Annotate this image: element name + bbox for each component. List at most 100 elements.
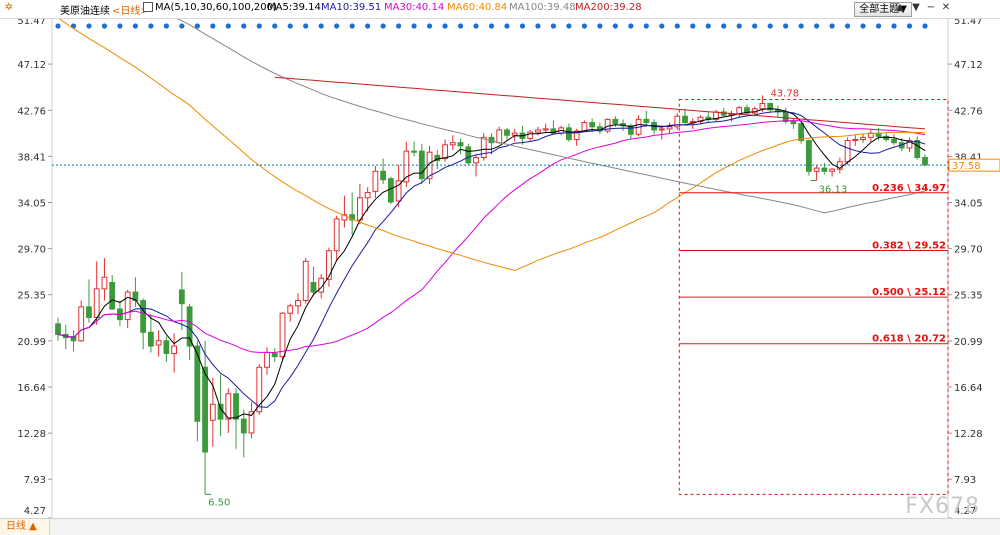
minus-icon[interactable]: − bbox=[926, 2, 936, 13]
candle-body bbox=[542, 128, 549, 131]
signal-dot bbox=[659, 23, 665, 29]
candle-body bbox=[225, 393, 232, 420]
candle-body bbox=[271, 352, 278, 358]
price-annotations: 37.58 43.78 6.50 36.13 bbox=[52, 88, 1000, 508]
candle-body bbox=[186, 306, 193, 347]
signal-dot bbox=[411, 23, 417, 29]
fib-level-label: 0.618 \ 20.72 bbox=[872, 334, 946, 345]
y-tick-label-left: 42.76 bbox=[17, 106, 46, 117]
candle-body bbox=[248, 411, 255, 434]
moving-average-lines bbox=[57, 0, 926, 419]
candle-body bbox=[70, 336, 77, 342]
candle-body bbox=[364, 191, 371, 199]
candle-body bbox=[295, 300, 301, 307]
candle-body bbox=[496, 129, 503, 144]
candle-body bbox=[449, 142, 456, 146]
candle-body bbox=[457, 142, 464, 147]
candle-body bbox=[922, 157, 928, 166]
ma200-value: MA200:39.28 bbox=[575, 2, 642, 13]
signal-dot bbox=[117, 23, 123, 29]
candle-body bbox=[163, 340, 170, 354]
candle-body bbox=[473, 157, 479, 164]
signal-dot bbox=[132, 23, 139, 29]
signal-dot bbox=[829, 23, 835, 29]
signal-dot bbox=[535, 23, 541, 29]
signal-dot bbox=[798, 23, 804, 29]
signal-dot bbox=[550, 23, 557, 29]
signal-dot bbox=[504, 23, 510, 29]
candle-body bbox=[744, 107, 750, 114]
candle-body bbox=[798, 123, 805, 142]
y-tick-label-left: 38.41 bbox=[17, 152, 46, 163]
y-tick-label-left: 12.28 bbox=[17, 429, 46, 440]
signal-dot bbox=[488, 23, 495, 29]
candle-body bbox=[341, 214, 348, 221]
candle-body bbox=[194, 345, 201, 422]
plot-background bbox=[52, 19, 948, 518]
signal-dot bbox=[194, 23, 200, 29]
signal-dot bbox=[752, 23, 758, 29]
ma30-line bbox=[57, 120, 926, 354]
signal-dot bbox=[612, 23, 618, 29]
y-axis-left: 51.47 47.12 42.76 38.41 34.05 29.70 25.35 20.99… bbox=[17, 16, 52, 519]
candle-body bbox=[604, 118, 611, 132]
gear-icon[interactable]: ✲ bbox=[4, 2, 14, 13]
signal-dot bbox=[767, 23, 773, 29]
candle-body bbox=[178, 289, 185, 305]
ma5-line bbox=[57, 108, 926, 419]
candle-body bbox=[147, 331, 154, 347]
candle-body bbox=[666, 126, 673, 130]
signal-dot bbox=[396, 23, 402, 29]
y-tick-label-right: 42.76 bbox=[954, 106, 983, 117]
ma-checkbox[interactable] bbox=[143, 2, 153, 12]
candle-body bbox=[233, 393, 239, 420]
candle-body bbox=[674, 115, 681, 128]
y-tick-label-right: 25.35 bbox=[954, 291, 983, 302]
candle-body bbox=[442, 144, 448, 160]
ma200-line bbox=[274, 76, 926, 130]
signal-dot bbox=[426, 23, 433, 29]
candle-body bbox=[287, 305, 294, 314]
candle-body bbox=[101, 276, 108, 290]
candle-body bbox=[209, 403, 216, 421]
signal-dot bbox=[875, 23, 882, 29]
candle-body bbox=[140, 300, 147, 333]
candle-body bbox=[860, 136, 866, 141]
y-tick-label-left: 51.47 bbox=[17, 16, 46, 27]
y-tick-label-right: 4.27 bbox=[954, 506, 976, 517]
signal-dot bbox=[891, 23, 897, 29]
signal-dot bbox=[148, 23, 154, 29]
arrow-up-icon[interactable]: ▲ bbox=[896, 2, 904, 13]
signal-dot bbox=[783, 23, 789, 29]
candle-body bbox=[411, 150, 417, 153]
signal-dot bbox=[457, 23, 464, 29]
candle-body bbox=[434, 154, 441, 162]
signal-dot bbox=[163, 23, 169, 29]
y-tick-label-right: 34.05 bbox=[954, 199, 983, 210]
period-label[interactable]: <日线> bbox=[112, 6, 149, 17]
candle-body bbox=[767, 102, 774, 111]
signal-dot bbox=[674, 23, 680, 29]
candle-body bbox=[318, 277, 325, 293]
candle-body bbox=[852, 139, 859, 142]
low-label: 6.50 bbox=[208, 497, 230, 508]
candle-body bbox=[829, 168, 836, 172]
close-icon[interactable]: ✕ bbox=[941, 2, 951, 13]
period-tab[interactable]: 日线 ▲ bbox=[0, 519, 50, 535]
candle-body bbox=[124, 291, 131, 321]
theme-dropdown-button[interactable]: 全部主题▼ bbox=[854, 2, 912, 17]
candle-body bbox=[86, 306, 92, 318]
y-tick-label-left: 20.99 bbox=[17, 337, 46, 348]
candle-body bbox=[465, 146, 472, 164]
signal-dot bbox=[597, 23, 603, 29]
candle-body bbox=[326, 250, 332, 280]
candle-body bbox=[403, 150, 410, 183]
signal-dot bbox=[287, 23, 293, 29]
candle-body bbox=[380, 170, 387, 181]
arrow-down-icon[interactable]: ▼ bbox=[912, 2, 920, 13]
candle-body bbox=[844, 140, 851, 163]
candle-body bbox=[573, 130, 580, 141]
y-tick-label-right: 7.93 bbox=[954, 475, 976, 486]
candle-body bbox=[372, 170, 379, 192]
